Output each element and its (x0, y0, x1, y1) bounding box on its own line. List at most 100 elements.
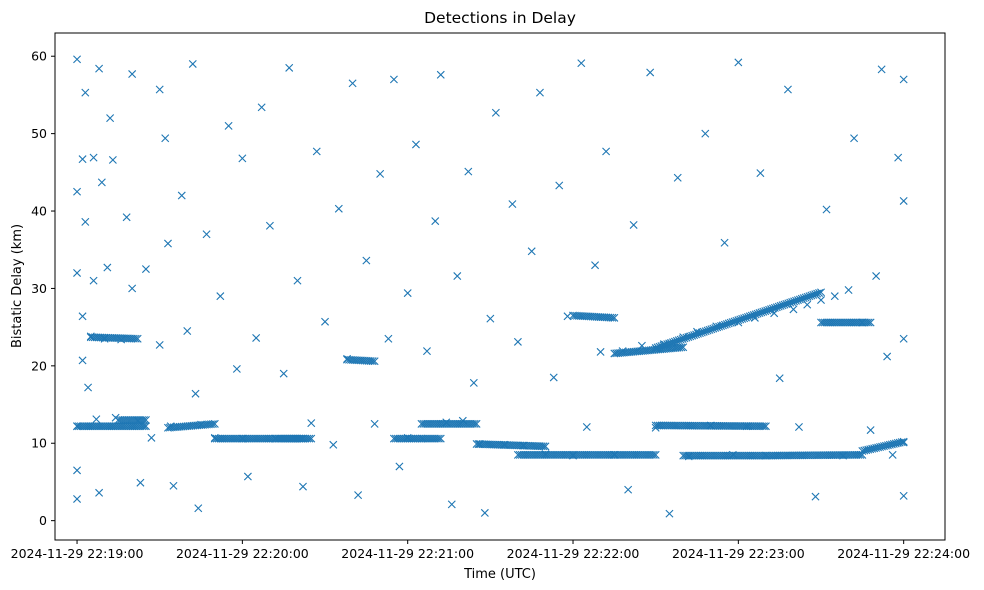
data-point-marker (841, 318, 850, 327)
data-point-marker (120, 416, 129, 425)
data-point-marker (727, 451, 736, 460)
data-point-marker (748, 451, 757, 460)
data-point-marker (767, 451, 776, 460)
data-point-marker (293, 276, 302, 285)
data-point-marker (828, 318, 837, 327)
data-point-marker (278, 434, 287, 443)
data-point-marker (715, 421, 724, 430)
data-point-marker (453, 272, 462, 281)
data-point-marker (419, 434, 428, 443)
data-point-marker (99, 422, 108, 431)
data-point-marker (469, 378, 478, 387)
data-point-marker (86, 422, 95, 431)
data-point-marker (90, 422, 99, 431)
data-point-marker (761, 422, 770, 431)
data-point-marker (572, 450, 581, 459)
data-point-marker (731, 451, 740, 460)
data-point-marker (550, 450, 559, 459)
data-point-marker (293, 434, 302, 443)
data-point-marker (596, 347, 605, 356)
data-point-marker (681, 451, 690, 460)
data-point-marker (436, 70, 445, 79)
plot-area-frame (54, 32, 946, 541)
data-point-marker (447, 500, 456, 509)
data-point-marker (245, 434, 254, 443)
data-point-marker (453, 419, 462, 428)
data-point-marker (838, 318, 846, 327)
data-point-marker (740, 451, 749, 460)
data-point-marker (81, 217, 90, 226)
data-point-marker (877, 65, 886, 74)
data-point-marker (651, 450, 660, 459)
data-point-marker (515, 450, 524, 459)
data-point-marker (705, 421, 714, 430)
data-point-marker (226, 434, 235, 443)
data-point-marker (837, 451, 846, 460)
data-point-marker (218, 434, 227, 443)
data-point-marker (241, 434, 250, 443)
data-point-marker (84, 422, 93, 431)
data-point-marker (283, 434, 292, 443)
data-point-marker (155, 340, 164, 349)
data-point-marker (594, 450, 602, 459)
data-point-marker (717, 421, 726, 430)
data-point-marker (141, 416, 150, 425)
y-tick-label: 10 (31, 436, 47, 451)
data-point-marker (561, 450, 570, 459)
data-point-marker (536, 450, 545, 459)
data-point-marker (734, 422, 743, 431)
data-point-marker (362, 256, 371, 265)
data-point-marker (820, 318, 829, 327)
data-point-marker (451, 419, 460, 428)
data-point-marker (78, 312, 87, 321)
data-point-marker (626, 450, 635, 459)
data-point-marker (590, 450, 599, 459)
data-point-marker (194, 504, 203, 513)
data-point-marker (899, 437, 908, 446)
data-point-marker (122, 422, 131, 431)
data-point-marker (611, 450, 620, 459)
data-point-marker (692, 421, 701, 430)
data-point-marker (464, 167, 473, 176)
data-point-marker (243, 434, 252, 443)
data-point-marker (118, 416, 127, 425)
data-point-marker (260, 434, 269, 443)
data-point-marker (702, 451, 711, 460)
data-point-marker (706, 451, 715, 460)
data-point-marker (642, 450, 651, 459)
data-point-marker (577, 59, 586, 68)
data-point-marker (89, 276, 98, 285)
data-point-marker (651, 421, 660, 430)
data-point-marker (779, 451, 788, 460)
y-tick-label: 60 (31, 49, 47, 64)
data-point-marker (818, 318, 827, 327)
data-point-marker (644, 450, 652, 459)
data-point-marker (613, 450, 622, 459)
data-point-marker (775, 451, 784, 460)
x-tick-label: 2024-11-29 22:20:00 (176, 546, 309, 561)
data-point-marker (434, 419, 443, 428)
data-point-marker (106, 114, 115, 123)
data-point-marker (555, 450, 564, 459)
data-point-marker (578, 450, 587, 459)
data-point-marker (661, 421, 670, 430)
data-point-marker (436, 419, 445, 428)
data-point-marker (265, 221, 274, 230)
data-point-marker (636, 450, 645, 459)
data-point-marker (78, 155, 87, 164)
data-point-marker (169, 481, 178, 490)
data-point-marker (411, 434, 420, 443)
data-point-marker (846, 450, 855, 459)
data-point-marker (251, 434, 260, 443)
data-point-marker (808, 451, 817, 460)
data-point-marker (752, 422, 761, 431)
data-point-marker (447, 419, 456, 428)
data-point-marker (769, 451, 778, 460)
data-point-marker (247, 434, 256, 443)
data-point-marker (94, 422, 103, 431)
data-point-marker (370, 357, 379, 366)
data-point-marker (756, 169, 765, 178)
data-point-marker (665, 421, 674, 430)
data-point-marker (582, 450, 591, 459)
data-point-marker (531, 450, 540, 459)
